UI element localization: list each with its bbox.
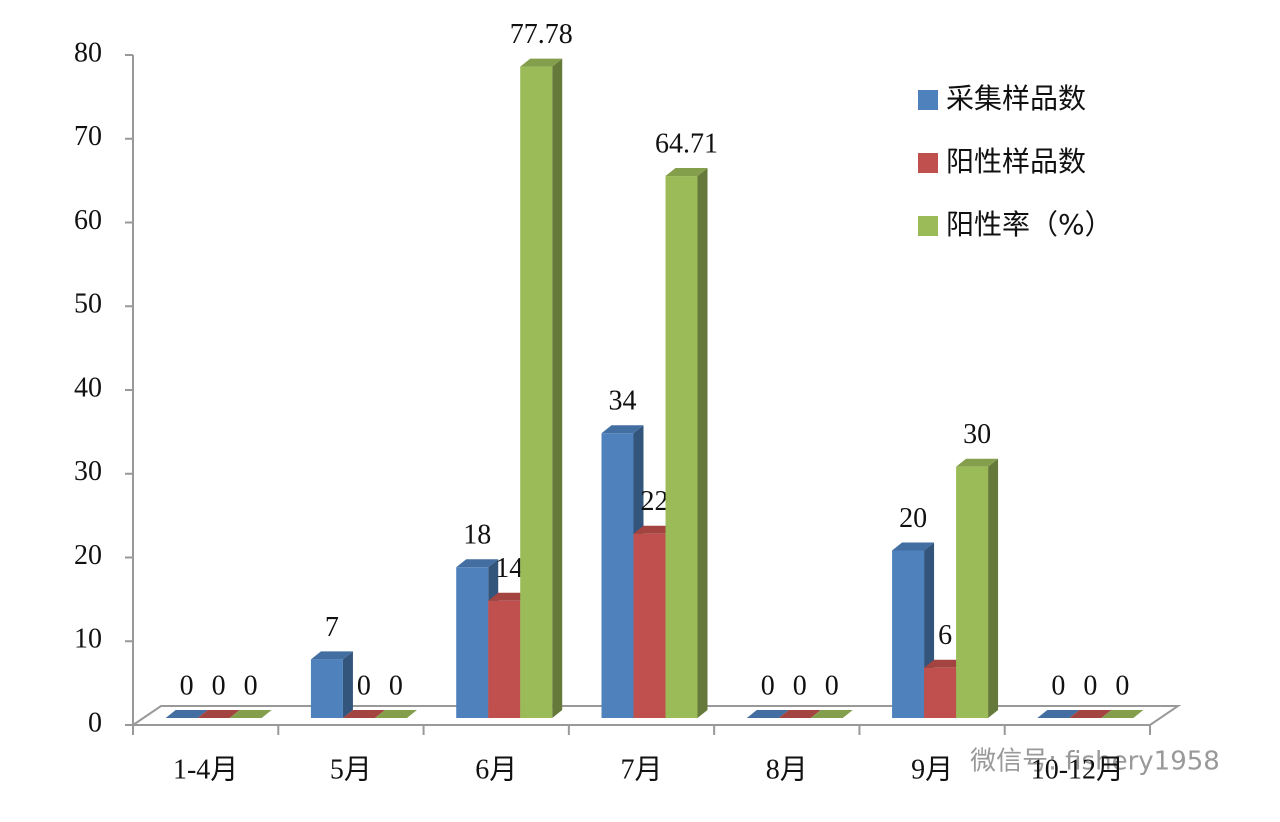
y-tick-label: 80 (74, 37, 102, 68)
bar-top (633, 525, 676, 534)
x-tick-label: 6月 (475, 754, 517, 785)
bar-top (488, 592, 531, 601)
bar (488, 600, 521, 718)
value-label: 0 (1083, 670, 1097, 701)
y-tick-label: 0 (88, 707, 102, 738)
bar-side (988, 458, 999, 718)
bar-top (1069, 710, 1112, 718)
value-label: 0 (389, 670, 403, 701)
legend-swatch (918, 216, 938, 236)
bar-top (165, 710, 208, 718)
value-label: 0 (825, 670, 839, 701)
legend-label: 采集样品数 (946, 82, 1086, 115)
bar (956, 466, 989, 718)
legend-label: 阳性样品数 (946, 145, 1086, 178)
bar-top (456, 559, 499, 568)
bar (601, 433, 634, 718)
bar-top (1101, 710, 1144, 718)
value-label: 0 (357, 670, 371, 701)
value-label: 0 (793, 670, 807, 701)
value-label: 22 (641, 486, 669, 517)
x-tick-label: 7月 (620, 754, 662, 785)
bar-top (665, 168, 708, 177)
bar-top (810, 710, 853, 718)
y-tick-label: 40 (74, 372, 102, 403)
bar (924, 667, 957, 718)
value-label: 34 (609, 386, 637, 417)
bar-top (520, 58, 563, 67)
y-tick-label: 20 (74, 540, 102, 571)
bar-top (374, 710, 417, 718)
bar-top (778, 710, 821, 718)
value-label: 20 (899, 503, 927, 534)
bar-side (697, 168, 708, 718)
bar-top (601, 425, 644, 434)
x-tick-label: 1-4月 (173, 754, 238, 785)
bar-top (342, 710, 385, 718)
legend-label: 阳性率（%） (946, 208, 1113, 241)
bar-top (197, 710, 240, 718)
y-tick-label: 60 (74, 205, 102, 236)
bar (520, 66, 553, 718)
y-tick-label: 10 (74, 624, 102, 655)
value-label: 0 (1051, 670, 1065, 701)
watermark: 微信号: fishery1958 (970, 747, 1220, 777)
bar (456, 567, 489, 718)
value-label: 7 (325, 612, 339, 643)
x-tick-label: 9月 (911, 754, 953, 785)
bar-top (956, 458, 999, 467)
bar-side (552, 58, 563, 718)
bar-side (342, 651, 353, 718)
y-tick-label: 70 (74, 121, 102, 152)
x-tick-label: 10-12月 (1031, 754, 1124, 785)
bar (310, 659, 343, 718)
y-tick-label: 50 (74, 289, 102, 320)
bar-top (1037, 710, 1080, 718)
bar (665, 176, 698, 718)
bar-top (924, 659, 967, 668)
bar-top (746, 710, 789, 718)
value-label: 0 (1115, 670, 1129, 701)
value-label: 0 (212, 670, 226, 701)
value-label: 64.71 (655, 128, 718, 159)
bar-top (310, 651, 353, 660)
value-label: 18 (463, 520, 491, 551)
value-label: 6 (938, 620, 952, 651)
bar (633, 533, 666, 718)
value-label: 14 (495, 553, 523, 584)
legend-swatch (918, 153, 938, 173)
value-label: 30 (963, 419, 991, 450)
value-label: 0 (761, 670, 775, 701)
value-label: 0 (244, 670, 258, 701)
bar-top (892, 542, 935, 551)
y-tick-label: 30 (74, 456, 102, 487)
value-label: 0 (180, 670, 194, 701)
bar-top (229, 710, 272, 718)
x-tick-label: 8月 (766, 754, 808, 785)
value-label: 77.78 (510, 19, 573, 50)
legend-swatch (918, 90, 938, 110)
bar (892, 550, 925, 718)
x-tick-label: 5月 (330, 754, 372, 785)
